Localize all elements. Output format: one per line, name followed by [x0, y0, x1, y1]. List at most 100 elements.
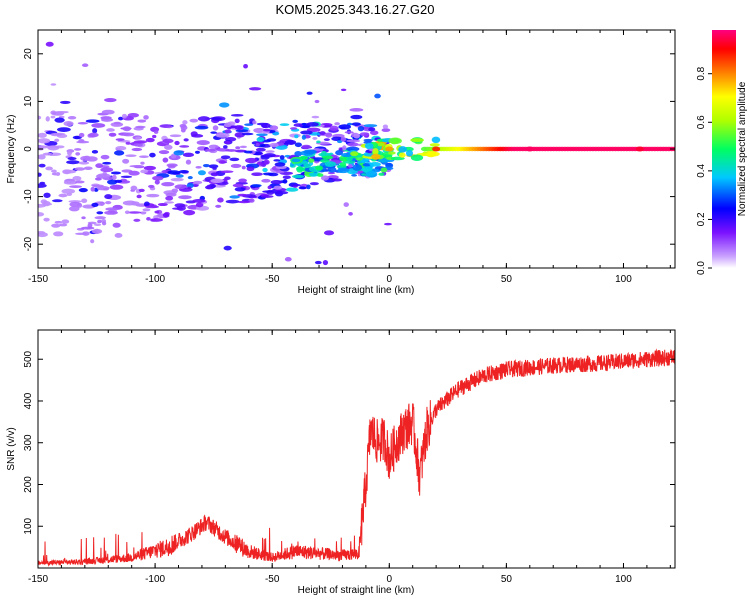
spectrogram-blob: [348, 164, 353, 168]
spectrogram-blob: [67, 157, 77, 161]
spectrogram-blob: [63, 180, 78, 185]
spectrogram-blob: [292, 119, 298, 124]
spectrogram-blob: [298, 186, 307, 190]
spectrogram-blob: [91, 228, 103, 234]
spectrogram-blob: [371, 153, 381, 160]
spectrogram-blob: [301, 134, 307, 140]
spectrogram-blob: [38, 212, 45, 217]
spectrogram-blob: [325, 132, 333, 138]
spectrogram-blob: [38, 138, 51, 144]
spectrogram-blob: [224, 141, 231, 144]
spectrogram-blob: [173, 150, 185, 156]
spectrogram-blob: [340, 152, 353, 158]
spectrogram-blob: [525, 146, 534, 152]
spectrogram-blob: [376, 142, 385, 147]
spectrogram-blob: [115, 138, 125, 141]
spectrogram-blob: [74, 167, 86, 171]
spectrogram-blob: [179, 145, 190, 148]
spectrogram-blob: [346, 146, 360, 152]
spectrogram-blob: [284, 257, 292, 262]
spectrogram-blob: [262, 167, 268, 173]
spectrogram-blob: [194, 125, 209, 130]
spectrogram-blob: [44, 202, 53, 206]
spectrogram-blob: [133, 143, 144, 147]
spectrogram-blob: [112, 222, 121, 228]
spectrogram-blob: [137, 119, 147, 123]
spectrogram-blob: [347, 142, 359, 147]
spectrogram-blob: [38, 230, 46, 235]
spectrogram-blob: [91, 149, 99, 154]
spectrogram-blob: [234, 118, 240, 124]
spectrogram-blob: [212, 167, 217, 170]
spectrogram-blob: [100, 167, 114, 173]
spectrogram-blob: [209, 145, 216, 149]
spectrogram-blob: [187, 186, 192, 190]
spectrogram-x-ticks: -150 -100 -50 0 50 100: [28, 30, 671, 285]
spectrogram-blob: [361, 166, 373, 173]
spectrogram-blob: [340, 136, 347, 142]
spectrogram-blob: [47, 145, 60, 151]
spectrogram-blob: [218, 160, 226, 164]
spectrogram-blob: [220, 155, 231, 160]
spectrogram-blob: [338, 124, 352, 130]
spectrogram-blob: [43, 217, 50, 222]
spectrogram-blob: [362, 163, 371, 167]
spectrogram-blob: [363, 124, 378, 128]
spectrogram-blob: [148, 184, 155, 188]
x-tick-label: -50: [265, 574, 280, 585]
spectrogram-blob: [340, 88, 347, 92]
y-tick-label: -20: [23, 237, 34, 252]
spectrogram-blob: [316, 140, 321, 144]
spectrogram-blob: [293, 123, 304, 127]
spectrogram-blob: [319, 131, 326, 136]
spectrogram-blob: [335, 150, 344, 156]
y-tick-label: 200: [23, 476, 34, 493]
spectrogram-blob: [388, 137, 402, 145]
spectrogram-blob: [349, 108, 364, 112]
spectrogram-blob: [114, 179, 123, 183]
spectrogram-blob: [143, 115, 149, 120]
spectrogram-blob: [342, 145, 347, 151]
spectrogram-blob: [364, 142, 374, 150]
spectrogram-blob: [143, 201, 150, 207]
x-tick-label: 50: [501, 574, 513, 585]
spectrogram-blob: [104, 210, 118, 215]
snr-y-label: SNR (v/v): [6, 427, 17, 470]
spectrogram-blob: [309, 172, 318, 177]
spectrogram-blob: [96, 211, 104, 215]
spectrogram-blob: [331, 136, 343, 142]
spectrogram-blob: [77, 122, 88, 125]
x-tick-label: 100: [615, 574, 632, 585]
spectrogram-blob: [357, 125, 365, 132]
y-tick-label: 400: [23, 392, 34, 409]
spectrogram-blob: [74, 135, 80, 140]
spectrogram-blob: [88, 132, 99, 138]
y-tick-label: 300: [23, 434, 34, 451]
spectrogram-blob: [133, 218, 141, 222]
spectrogram-blob: [64, 169, 77, 174]
spectrogram-blob: [372, 148, 379, 155]
spectrogram-blob: [121, 113, 128, 119]
spectrogram-blob: [323, 138, 330, 142]
spectrogram-blob: [104, 97, 117, 103]
spectrogram-blob: [92, 128, 98, 134]
spectrogram-blob: [120, 175, 133, 179]
spectrogram-blob: [135, 125, 146, 129]
spectrogram-blob: [51, 199, 63, 203]
spectrogram-blob: [263, 159, 270, 165]
spectrogram-blob: [72, 176, 82, 181]
spectrogram-blob: [344, 131, 354, 134]
spectrogram-blob: [90, 186, 96, 192]
spectrogram-blob: [45, 166, 53, 171]
spectrogram-blob: [202, 163, 210, 168]
spectrogram-blob: [38, 154, 46, 160]
spectrogram-blob: [170, 177, 184, 182]
spectrogram-blob: [229, 157, 240, 162]
spectrogram-blob: [51, 223, 61, 228]
spectrogram-blob: [101, 221, 107, 226]
spectrogram-blob: [260, 195, 274, 198]
spectrogram-blob: [166, 163, 178, 168]
spectrogram-blob: [303, 149, 317, 155]
spectrogram-blob: [229, 195, 240, 199]
